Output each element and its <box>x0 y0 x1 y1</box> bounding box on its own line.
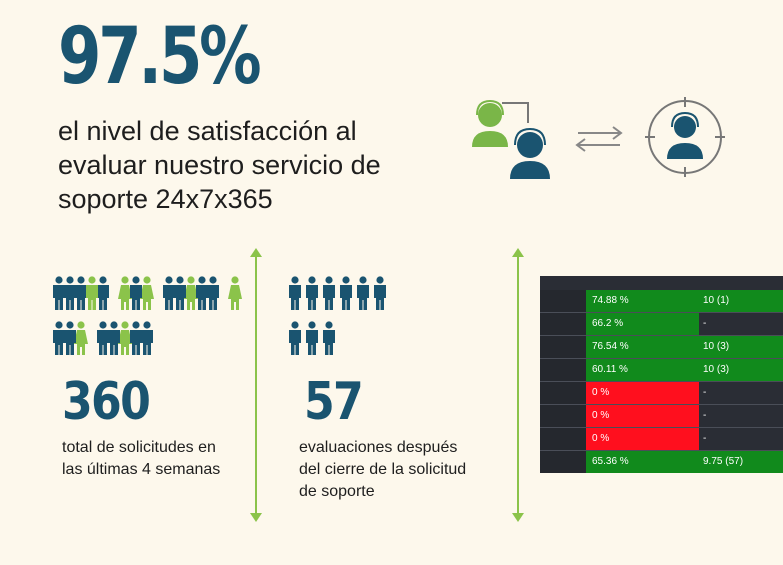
table-row: 66.2 % - <box>540 313 783 335</box>
table-cell-percent: 76.54 % <box>586 336 699 358</box>
table-row: 74.88 % 10 (1) <box>540 290 783 312</box>
table-row: 0 % - <box>540 428 783 450</box>
results-table: 74.88 % 10 (1) 66.2 % - 76.54 % 10 (3) 6… <box>540 276 783 473</box>
table-cell-score: - <box>699 405 783 427</box>
subtitle-line: el nivel de satisfacción al <box>58 116 357 146</box>
agent-transfer-icon <box>472 99 550 179</box>
requests-description: total de solicitudes en las últimas 4 se… <box>62 437 220 481</box>
table-cell-score: - <box>699 428 783 450</box>
table-cell-percent: 74.88 % <box>586 290 699 312</box>
requests-count: 360 <box>62 372 151 432</box>
table-row: 0 % - <box>540 382 783 404</box>
description-line: total de solicitudes en <box>62 439 216 456</box>
table-cell-score: - <box>699 382 783 404</box>
evaluations-count: 57 <box>304 372 364 432</box>
description-line: las últimas 4 semanas <box>62 461 221 478</box>
table-cell-score: 10 (3) <box>699 336 783 358</box>
subtitle-line: evaluar nuestro servicio de <box>58 150 381 180</box>
table-cell-score: 9.75 (57) <box>699 451 783 473</box>
description-line: de soporte <box>299 483 375 500</box>
evaluations-description: evaluaciones después del cierre de la so… <box>299 437 466 503</box>
targeted-agent-icon <box>645 97 725 177</box>
table-cell-percent: 60.11 % <box>586 359 699 381</box>
table-cell-percent: 0 % <box>586 428 699 450</box>
table-cell-percent: 0 % <box>586 382 699 404</box>
divider-left <box>250 248 262 522</box>
table-row: 0 % - <box>540 405 783 427</box>
evaluations-pictogram <box>288 276 388 366</box>
requests-pictogram <box>52 276 252 366</box>
description-line: evaluaciones después <box>299 439 458 456</box>
subtitle-line: soporte 24x7x365 <box>58 184 273 214</box>
table-cell-score: - <box>699 313 783 335</box>
table-cell-score: 10 (3) <box>699 359 783 381</box>
table-row: 76.54 % 10 (3) <box>540 336 783 358</box>
table-cell-percent: 65.36 % <box>586 451 699 473</box>
table-cell-percent: 0 % <box>586 405 699 427</box>
satisfaction-percent: 97.5% <box>58 12 262 102</box>
table-cell-score: 10 (1) <box>699 290 783 312</box>
satisfaction-description: el nivel de satisfacción al evaluar nues… <box>58 114 398 216</box>
support-icons <box>472 97 725 179</box>
description-line: del cierre de la solicitud <box>299 461 467 478</box>
table-row: 60.11 % 10 (3) <box>540 359 783 381</box>
table-row: 65.36 % 9.75 (57) <box>540 451 783 473</box>
exchange-arrows-icon <box>575 126 623 152</box>
table-cell-percent: 66.2 % <box>586 313 699 335</box>
divider-right <box>512 248 524 522</box>
